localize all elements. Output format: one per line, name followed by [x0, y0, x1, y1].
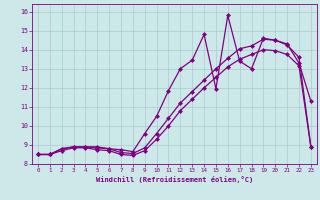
- X-axis label: Windchill (Refroidissement éolien,°C): Windchill (Refroidissement éolien,°C): [96, 176, 253, 183]
